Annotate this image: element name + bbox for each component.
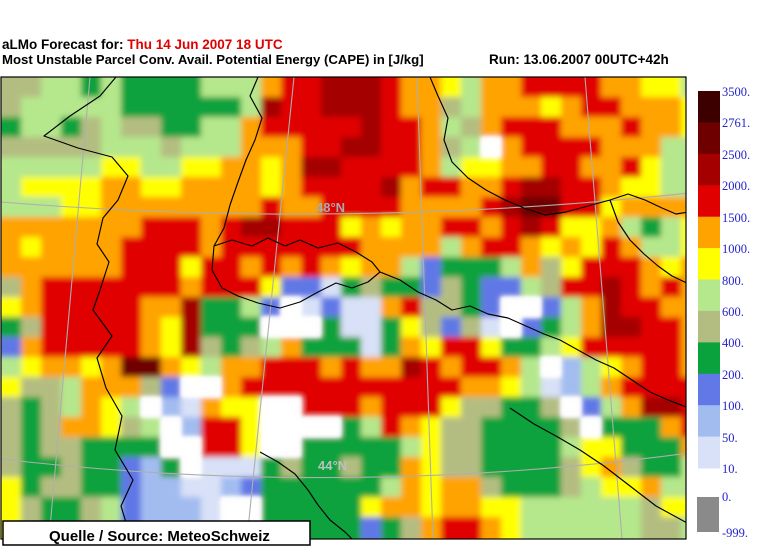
svg-text:50.: 50. bbox=[722, 431, 738, 445]
svg-text:0.: 0. bbox=[722, 490, 731, 504]
svg-text:2000.: 2000. bbox=[722, 179, 750, 193]
svg-text:800.: 800. bbox=[722, 274, 744, 288]
svg-text:1500.: 1500. bbox=[722, 211, 750, 225]
svg-text:600.: 600. bbox=[722, 305, 744, 319]
svg-text:48°N: 48°N bbox=[316, 200, 345, 215]
svg-text:44°N: 44°N bbox=[318, 458, 347, 473]
svg-text:2761.: 2761. bbox=[722, 116, 750, 130]
svg-text:2500.: 2500. bbox=[722, 148, 750, 162]
svg-text:200.: 200. bbox=[722, 368, 744, 382]
svg-text:100.: 100. bbox=[722, 399, 744, 413]
svg-text:Run: 13.06.2007 00UTC+42h: Run: 13.06.2007 00UTC+42h bbox=[489, 52, 669, 67]
svg-text:-999.: -999. bbox=[722, 526, 748, 540]
svg-text:Most Unstable Parcel Conv. Ava: Most Unstable Parcel Conv. Avail. Potent… bbox=[2, 52, 424, 67]
svg-text:10.: 10. bbox=[722, 462, 738, 476]
svg-text:3500.: 3500. bbox=[722, 85, 750, 99]
svg-text:aLMo Forecast for: Thu 14 Jun: aLMo Forecast for: Thu 14 Jun 2007 18 UT… bbox=[2, 37, 283, 52]
svg-text:Quelle / Source: MeteoSchweiz: Quelle / Source: MeteoSchweiz bbox=[49, 528, 270, 545]
svg-text:400.: 400. bbox=[722, 336, 744, 350]
svg-text:1000.: 1000. bbox=[722, 242, 750, 256]
